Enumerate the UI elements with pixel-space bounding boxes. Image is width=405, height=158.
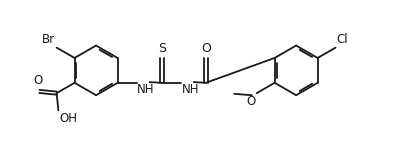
Text: Cl: Cl [336,33,347,46]
Text: OH: OH [59,112,77,125]
Text: O: O [245,95,255,108]
Text: NH: NH [181,83,198,97]
Text: O: O [200,42,210,55]
Text: NH: NH [137,83,154,97]
Text: Br: Br [42,33,55,46]
Text: O: O [33,74,43,87]
Text: S: S [157,42,165,55]
